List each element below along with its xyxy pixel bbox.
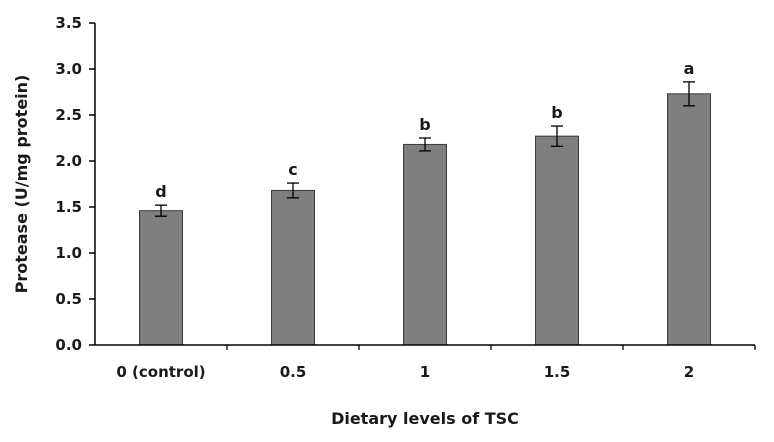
x-tick-label: 0 (control) (116, 363, 205, 381)
significance-label: b (551, 103, 562, 122)
bar (403, 143, 447, 346)
bars (139, 93, 711, 346)
bar (139, 210, 183, 346)
y-tick-label: 0.5 (55, 290, 82, 308)
significance-label: b (419, 115, 430, 134)
significance-label: d (155, 182, 166, 201)
y-tick-label: 0.0 (55, 336, 82, 354)
bar (271, 189, 315, 346)
axes (94, 23, 755, 346)
x-tick-label: 2 (684, 363, 694, 381)
x-tick-label: 1 (420, 363, 430, 381)
y-tick-label: 3.5 (55, 14, 82, 32)
y-tick-label: 3.0 (55, 60, 82, 78)
significance-label: a (684, 59, 695, 78)
error-bars (155, 81, 695, 217)
bar (667, 93, 711, 346)
y-tick-label: 2.0 (55, 152, 82, 170)
y-tick-label: 1.5 (55, 198, 82, 216)
y-axis: 0.0 0.5 1.0 1.5 2.0 2.5 3.0 3.5 (55, 14, 95, 354)
y-tick-label: 1.0 (55, 244, 82, 262)
x-tick-label: 0.5 (280, 363, 307, 381)
bar (535, 135, 579, 346)
y-axis-title: Protease (U/mg protein) (12, 75, 31, 294)
x-axis: 0 (control) 0.5 1 1.5 2 (116, 345, 756, 381)
y-tick-label: 2.5 (55, 106, 82, 124)
x-tick-label: 1.5 (544, 363, 571, 381)
significance-labels: d c b b a (155, 59, 694, 201)
x-axis-title: Dietary levels of TSC (331, 409, 519, 428)
significance-label: c (288, 160, 297, 179)
